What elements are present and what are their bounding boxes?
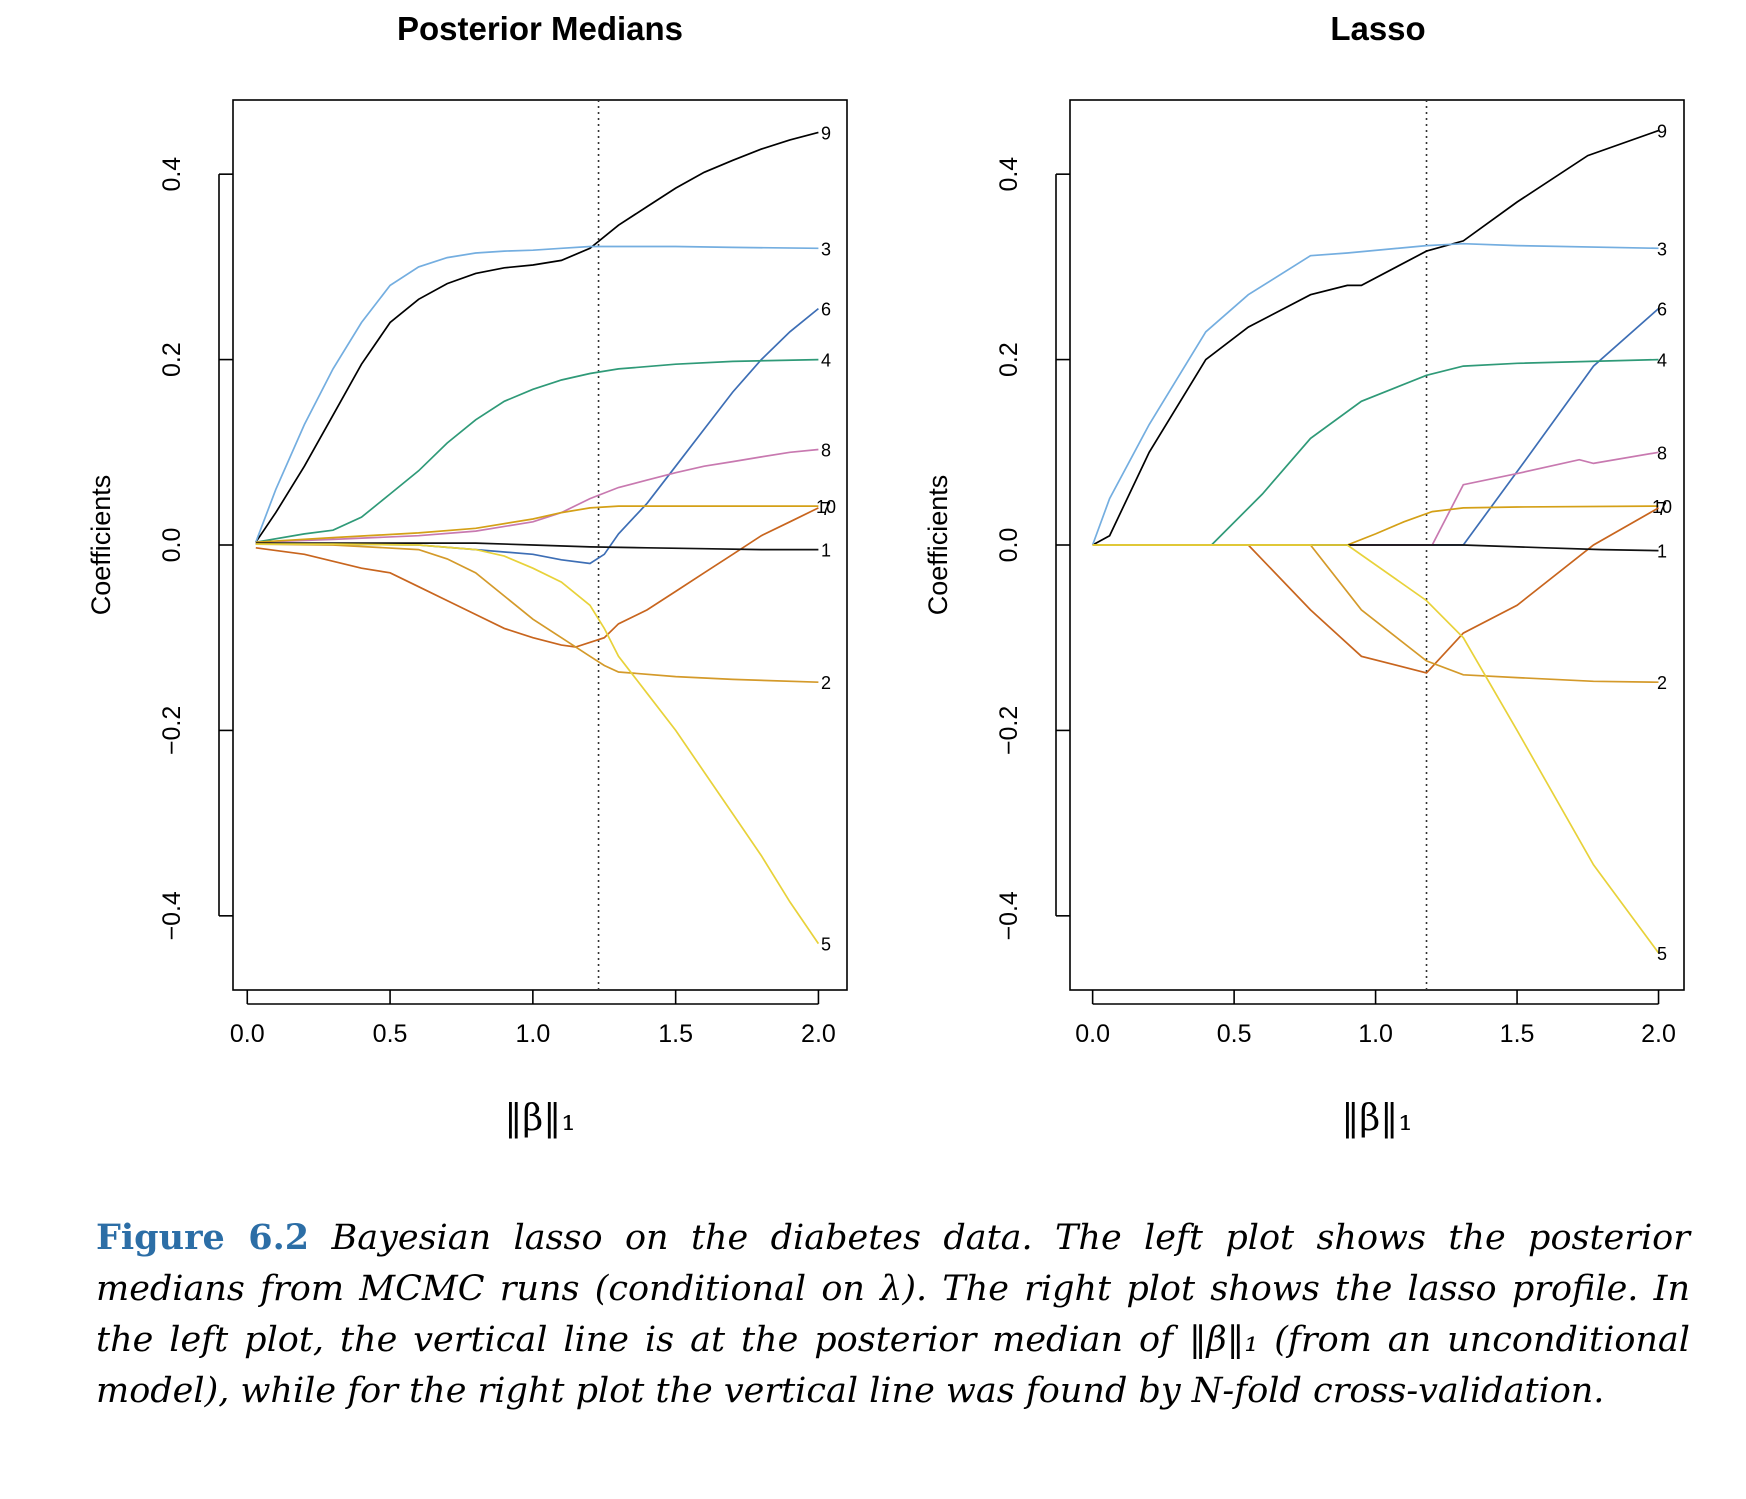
series-label-1: 1 [821,541,831,561]
chart-title: Posterior Medians [397,10,683,47]
series-label-1: 1 [1657,542,1667,562]
x-tick-label: 0.5 [1217,1020,1252,1048]
y-tick-label: −0.4 [995,891,1023,940]
figure-label: Figure 6.2 [96,1217,310,1258]
figure-caption: Figure 6.2 Bayesian lasso on the diabete… [96,1212,1690,1417]
series-label-2: 2 [821,673,831,693]
y-tick-label: 0.0 [995,528,1023,563]
x-axis-title: ‖β‖₁ [1341,1098,1412,1139]
series-label-6: 6 [1657,300,1667,320]
chart-title: Lasso [1330,10,1425,47]
series-label-8: 8 [821,441,831,461]
y-tick-label: 0.0 [158,528,186,563]
x-tick-label: 0.5 [373,1020,408,1048]
x-axis: 0.0 0.5 1.0 1.5 2.0 [1075,990,1676,1048]
series-line-3 [1091,242,1659,546]
y-axis-title: Coefficients [923,475,953,616]
x-axis-title: ‖β‖₁ [504,1098,575,1139]
series-label-6: 6 [821,300,831,320]
x-tick-label: 1.5 [658,1020,693,1048]
series-line-7 [255,507,819,648]
series-label-10: 10 [1652,497,1672,517]
series-line-6 [1092,307,1660,546]
series-label-2: 2 [1657,673,1667,693]
y-tick-label: 0.2 [995,342,1023,377]
x-axis: 0.0 0.5 1.0 1.5 2.0 [230,990,836,1048]
series-line-9 [1092,129,1659,546]
y-tick-label: −0.2 [158,706,186,755]
y-axis: −0.4 −0.2 0.0 0.2 0.4 [158,157,233,941]
series-label-5: 5 [1657,944,1667,964]
x-tick-label: 1.5 [1500,1020,1535,1048]
series-line-2 [255,543,819,684]
series-line-6 [255,307,819,565]
series-line-8 [1092,451,1659,546]
x-tick-label: 2.0 [801,1020,836,1048]
series-line-5 [255,543,820,945]
series-label-3: 3 [821,239,831,259]
series-label-9: 9 [1657,122,1667,142]
y-axis: −0.4 −0.2 0.0 0.2 0.4 [995,157,1070,941]
caption-text: Bayesian lasso on the diabetes data. The… [96,1218,1690,1411]
y-tick-label: 0.4 [158,157,186,192]
series-label-8: 8 [1657,443,1667,463]
series-label-3: 3 [1657,239,1667,259]
y-tick-label: 0.2 [158,342,186,377]
x-tick-label: 0.0 [1075,1020,1110,1048]
series-label-5: 5 [821,935,831,955]
y-tick-label: −0.4 [158,891,186,940]
series-label-4: 4 [821,351,831,371]
series-line-3 [255,245,819,543]
x-tick-label: 0.0 [230,1020,265,1048]
series-line-5 [1092,544,1660,954]
series-line-4 [1092,358,1659,546]
x-tick-label: 1.0 [1358,1020,1393,1048]
series-line-10 [1092,505,1659,546]
series-line-1 [255,542,819,551]
y-axis-title: Coefficients [86,475,116,616]
series-label-9: 9 [821,123,831,143]
figure: Posterior Medians 0.0 0.5 1.0 1.5 2.0 ‖β‖₁ −0.4… [86,10,1685,1139]
series-line-7 [1092,507,1659,674]
series-label-4: 4 [1657,351,1667,371]
chart-panel-1: Posterior Medians 0.0 0.5 1.0 1.5 2.0 ‖β‖₁ −0.4… [86,10,848,1139]
series-label-10: 10 [816,497,836,517]
series-line-8 [255,448,819,544]
series-line-2 [1092,544,1659,684]
y-tick-label: 0.4 [995,157,1023,192]
series-line-9 [255,131,819,543]
chart-panel-2: Lasso 0.0 0.5 1.0 1.5 2.0 ‖β‖₁ −0.4 −0.2 0.0 0.2 0.… [923,10,1685,1139]
series-label-7: 7 [1657,499,1667,519]
x-tick-label: 2.0 [1641,1020,1676,1048]
series-line-10 [255,505,819,544]
y-tick-label: −0.2 [995,706,1023,755]
series-line-4 [255,358,819,544]
x-tick-label: 1.0 [515,1020,550,1048]
series-label-7: 7 [821,499,831,519]
